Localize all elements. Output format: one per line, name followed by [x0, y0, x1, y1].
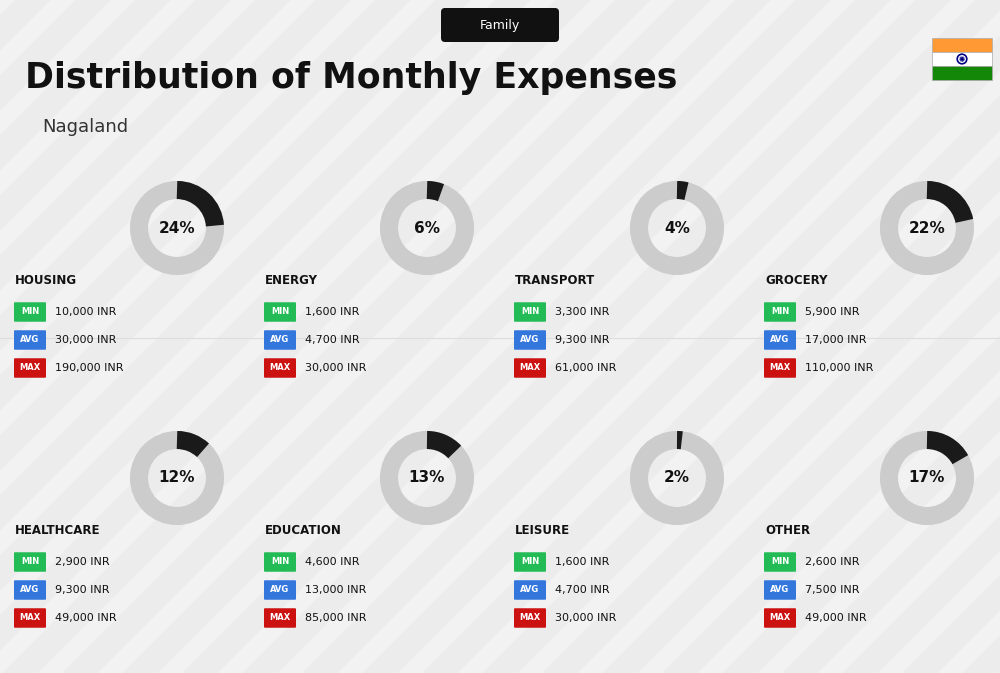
Text: AVG: AVG	[770, 336, 790, 345]
Text: MAX: MAX	[269, 363, 291, 372]
FancyBboxPatch shape	[514, 553, 546, 572]
Text: 1,600 INR: 1,600 INR	[555, 557, 609, 567]
Text: 5,900 INR: 5,900 INR	[805, 307, 860, 317]
Text: 49,000 INR: 49,000 INR	[55, 613, 117, 623]
Text: 17%: 17%	[909, 470, 945, 485]
Text: 190,000 INR: 190,000 INR	[55, 363, 124, 373]
Text: 9,300 INR: 9,300 INR	[55, 585, 110, 595]
FancyBboxPatch shape	[514, 608, 546, 628]
Text: Distribution of Monthly Expenses: Distribution of Monthly Expenses	[25, 61, 677, 95]
Text: AVG: AVG	[270, 336, 290, 345]
Text: 4%: 4%	[664, 221, 690, 236]
FancyBboxPatch shape	[764, 580, 796, 600]
FancyBboxPatch shape	[514, 358, 546, 378]
Text: 24%: 24%	[159, 221, 195, 236]
Text: MIN: MIN	[271, 308, 289, 316]
Text: OTHER: OTHER	[765, 524, 810, 536]
Text: 30,000 INR: 30,000 INR	[305, 363, 366, 373]
Text: 13%: 13%	[409, 470, 445, 485]
FancyBboxPatch shape	[14, 358, 46, 378]
FancyBboxPatch shape	[14, 302, 46, 322]
Text: MIN: MIN	[771, 308, 789, 316]
FancyBboxPatch shape	[764, 553, 796, 572]
Text: MIN: MIN	[771, 557, 789, 567]
Text: 30,000 INR: 30,000 INR	[55, 335, 116, 345]
Text: GROCERY: GROCERY	[765, 273, 828, 287]
Text: MIN: MIN	[521, 557, 539, 567]
FancyBboxPatch shape	[932, 66, 992, 80]
FancyBboxPatch shape	[514, 330, 546, 350]
Text: 4,700 INR: 4,700 INR	[305, 335, 360, 345]
FancyBboxPatch shape	[14, 608, 46, 628]
FancyBboxPatch shape	[264, 580, 296, 600]
Text: 61,000 INR: 61,000 INR	[555, 363, 616, 373]
Text: MIN: MIN	[21, 308, 39, 316]
FancyBboxPatch shape	[264, 608, 296, 628]
Text: 6%: 6%	[414, 221, 440, 236]
Text: TRANSPORT: TRANSPORT	[515, 273, 595, 287]
Text: 85,000 INR: 85,000 INR	[305, 613, 366, 623]
Text: AVG: AVG	[770, 586, 790, 594]
Text: LEISURE: LEISURE	[515, 524, 570, 536]
Text: 30,000 INR: 30,000 INR	[555, 613, 616, 623]
Text: MAX: MAX	[19, 614, 41, 623]
Text: 7,500 INR: 7,500 INR	[805, 585, 860, 595]
FancyBboxPatch shape	[264, 358, 296, 378]
Text: MAX: MAX	[769, 614, 791, 623]
Text: AVG: AVG	[520, 336, 540, 345]
Text: MIN: MIN	[21, 557, 39, 567]
Text: 10,000 INR: 10,000 INR	[55, 307, 116, 317]
Text: 3,300 INR: 3,300 INR	[555, 307, 609, 317]
Text: MAX: MAX	[519, 614, 541, 623]
FancyBboxPatch shape	[764, 302, 796, 322]
FancyBboxPatch shape	[764, 608, 796, 628]
FancyBboxPatch shape	[264, 330, 296, 350]
Text: 13,000 INR: 13,000 INR	[305, 585, 366, 595]
Text: Family: Family	[480, 18, 520, 32]
Text: AVG: AVG	[520, 586, 540, 594]
Text: MAX: MAX	[19, 363, 41, 372]
Text: 17,000 INR: 17,000 INR	[805, 335, 867, 345]
Text: Nagaland: Nagaland	[42, 118, 128, 136]
Text: 49,000 INR: 49,000 INR	[805, 613, 867, 623]
FancyBboxPatch shape	[764, 358, 796, 378]
FancyBboxPatch shape	[14, 580, 46, 600]
Text: MAX: MAX	[269, 614, 291, 623]
Text: 2%: 2%	[664, 470, 690, 485]
Text: AVG: AVG	[20, 336, 40, 345]
Text: 4,700 INR: 4,700 INR	[555, 585, 610, 595]
Text: MIN: MIN	[271, 557, 289, 567]
Text: 2,900 INR: 2,900 INR	[55, 557, 110, 567]
Text: 22%: 22%	[909, 221, 945, 236]
Text: MAX: MAX	[519, 363, 541, 372]
FancyBboxPatch shape	[932, 52, 992, 66]
FancyBboxPatch shape	[264, 302, 296, 322]
FancyBboxPatch shape	[514, 302, 546, 322]
FancyBboxPatch shape	[932, 38, 992, 52]
Text: AVG: AVG	[20, 586, 40, 594]
Text: 12%: 12%	[159, 470, 195, 485]
Text: ENERGY: ENERGY	[265, 273, 318, 287]
FancyBboxPatch shape	[14, 553, 46, 572]
Text: 110,000 INR: 110,000 INR	[805, 363, 873, 373]
Text: 2,600 INR: 2,600 INR	[805, 557, 860, 567]
FancyBboxPatch shape	[764, 330, 796, 350]
Text: HOUSING: HOUSING	[15, 273, 77, 287]
FancyBboxPatch shape	[514, 580, 546, 600]
Text: EDUCATION: EDUCATION	[265, 524, 342, 536]
Text: HEALTHCARE: HEALTHCARE	[15, 524, 100, 536]
Text: MAX: MAX	[769, 363, 791, 372]
FancyBboxPatch shape	[14, 330, 46, 350]
Text: AVG: AVG	[270, 586, 290, 594]
Text: 1,600 INR: 1,600 INR	[305, 307, 359, 317]
FancyBboxPatch shape	[441, 8, 559, 42]
FancyBboxPatch shape	[264, 553, 296, 572]
Text: MIN: MIN	[521, 308, 539, 316]
Text: 9,300 INR: 9,300 INR	[555, 335, 610, 345]
Text: 4,600 INR: 4,600 INR	[305, 557, 360, 567]
